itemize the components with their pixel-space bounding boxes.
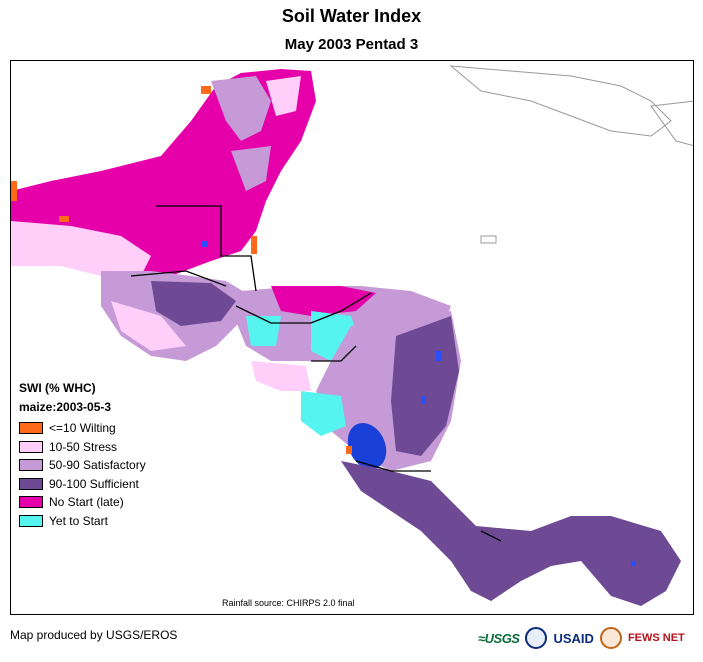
rainfall-source-note: Rainfall source: CHIRPS 2.0 final [222, 598, 355, 608]
legend-item-yet-to-start: Yet to Start [19, 512, 146, 531]
legend-swatch [19, 422, 43, 435]
wilting-spot [201, 86, 211, 94]
usaid-seal-icon [525, 627, 548, 649]
wilting-spot [251, 236, 257, 254]
usgs-logo: ≈USGS [478, 630, 520, 646]
region-mexico-stress [11, 221, 151, 276]
legend-item-no-start: No Start (late) [19, 493, 146, 512]
map-canvas [11, 65, 693, 606]
water-spot [436, 351, 442, 361]
region-yucatan-sat [211, 76, 271, 141]
water-spot [631, 561, 636, 566]
water-spot [421, 396, 426, 404]
wilting-spot [346, 446, 352, 454]
legend-swatch [19, 440, 43, 453]
legend-swatch [19, 496, 43, 509]
region-honduras-nostart [271, 286, 376, 316]
region-guatemala-suff [151, 281, 236, 326]
map-title: Soil Water Index [281, 6, 422, 26]
legend-title: SWI (% WHC) [19, 381, 96, 395]
legend-item-wilting: <=10 Wilting [19, 419, 146, 438]
map-subtitle: May 2003 Pentad 3 [284, 36, 419, 53]
caribbean-islands [449, 65, 693, 244]
legend-label: No Start (late) [49, 495, 124, 510]
legend-swatch [19, 477, 43, 490]
wilting-spot [59, 216, 69, 222]
region-costa-rica-panama [341, 461, 681, 606]
region-honduras-yet2 [246, 316, 281, 346]
credit-text: Map produced by USGS/EROS [10, 628, 178, 642]
legend-swatch [19, 514, 43, 527]
legend-label: <=10 Wilting [49, 421, 116, 436]
legend-label: 50-90 Satisfactory [49, 458, 146, 473]
legend-label: 10-50 Stress [49, 439, 118, 454]
region-nicaragua-suff [391, 316, 459, 456]
region-pacific-yet [301, 391, 346, 436]
legend-item-sufficient: 90-100 Sufficient [19, 475, 146, 494]
legend-label: Yet to Start [49, 513, 108, 528]
map-frame [10, 60, 694, 615]
legend-label: 90-100 Sufficient [49, 476, 139, 491]
logo-bar: ≈USGS USAID FEWS NET [478, 624, 685, 652]
lake-nicaragua [347, 422, 387, 470]
region-pacific-stress [251, 361, 311, 391]
water-spot [201, 241, 207, 247]
region-guatemala-stress [111, 301, 186, 351]
country-borders [130, 205, 502, 542]
usaid-logo: USAID [553, 630, 594, 646]
map-legend: SWI (% WHC) maize:2003-05-3 <=10 Wilting… [19, 381, 146, 530]
legend-item-stress: 10-50 Stress [19, 438, 146, 457]
region-yucatan-stress [266, 76, 301, 116]
fews-net-icon [599, 627, 622, 649]
fews-net-logo: FEWS NET [627, 632, 685, 644]
legend-swatch [19, 459, 43, 472]
legend-item-satisfactory: 50-90 Satisfactory [19, 456, 146, 475]
legend-subtitle: maize:2003-05-3 [19, 400, 112, 414]
wilting-spot [11, 181, 17, 201]
region-yucatan-sat2 [231, 146, 271, 191]
